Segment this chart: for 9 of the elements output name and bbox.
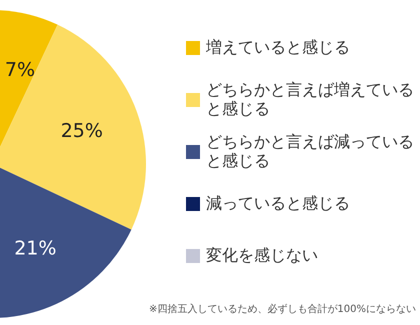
legend-label: 変化を感じない [206,245,318,264]
legend-label: どちらかと言えば増えていると感じる [206,80,414,118]
legend-label: どちらかと言えば減っていると感じる [206,132,414,170]
text: ※四捨五入しているため、必ずしも合計が100%にならない [149,303,416,315]
data-label: 25% [60,120,103,142]
legend-label: 増えていると感じる [205,37,350,56]
data-label: 7% [4,59,36,82]
legend-label: 減っていると感じる [206,193,350,212]
data-label: 21% [14,237,56,260]
